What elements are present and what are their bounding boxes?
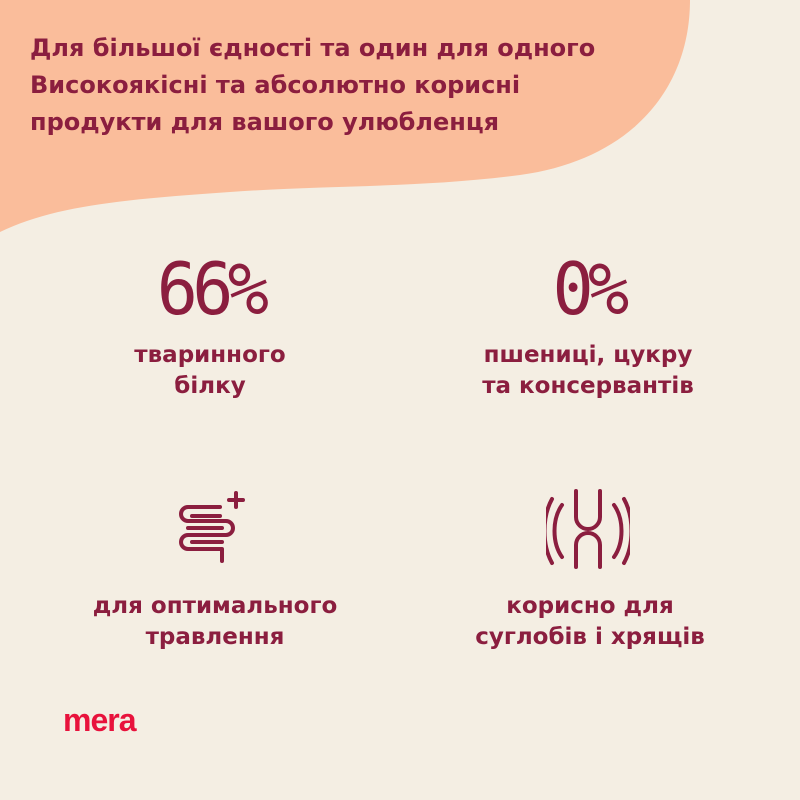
benefit-digestion-caption: для оптимального травлення bbox=[35, 591, 395, 653]
caption-line-2: суглобів і хрящів bbox=[475, 624, 705, 650]
stat-caption-line-1: пшениці, цукру bbox=[483, 342, 693, 368]
headline-line-3: продукти для вашого улюбленця bbox=[30, 108, 500, 136]
headline: Для більшої єдності та один для одного В… bbox=[30, 30, 730, 141]
caption-line-1: для оптимального bbox=[92, 593, 338, 619]
headline-line-1: Для більшої єдності та один для одного bbox=[30, 34, 596, 62]
stat-caption-line-2: та консервантів bbox=[482, 373, 694, 399]
caption-line-2: травлення bbox=[145, 624, 285, 650]
stat-value: 66% bbox=[156, 247, 269, 331]
stat-no-wheat-sugar: 0% пшениці, цукру та консервантів bbox=[408, 253, 768, 402]
intestine-plus-icon bbox=[179, 491, 245, 563]
mera-logo: mera bbox=[63, 702, 136, 738]
benefit-joints-caption: корисно для суглобів і хрящів bbox=[410, 591, 770, 653]
headline-line-2: Високоякісні та абсолютно корисні bbox=[30, 71, 521, 99]
stat-caption-line-1: тваринного bbox=[134, 342, 286, 368]
joint-icon bbox=[546, 489, 630, 569]
stat-value: 0% bbox=[552, 247, 630, 331]
stat-caption-line-2: білку bbox=[174, 373, 246, 399]
caption-line-1: корисно для bbox=[506, 593, 674, 619]
stat-animal-protein: 66% тваринного білку bbox=[30, 253, 390, 402]
